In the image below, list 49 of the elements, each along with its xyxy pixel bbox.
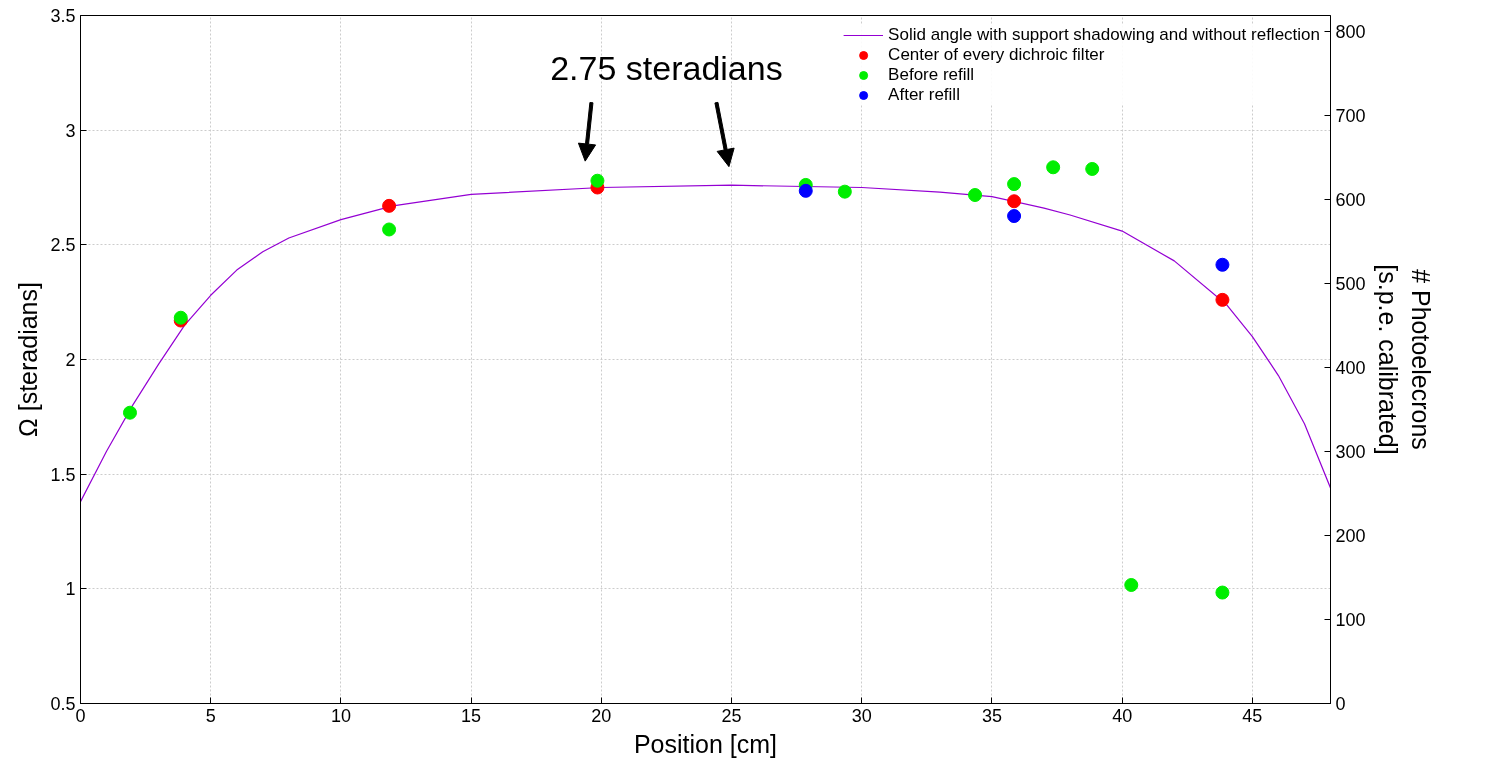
y2-tick-label: 600 [1335,189,1366,210]
legend-label: Solid angle with support shadowing and without reflection [888,25,1320,45]
x-tick-label: 5 [205,705,216,726]
point [1215,257,1230,272]
point [1215,585,1230,600]
y2-tick-label: 800 [1335,21,1366,42]
point [590,173,605,188]
annotation: 2.75 steradians [550,49,783,88]
point [1215,292,1230,307]
x-tick-label: 10 [330,705,351,726]
x-tick-label: 35 [981,705,1002,726]
y-tick-label: 3.5 [50,6,76,26]
point [1007,209,1022,224]
point [798,183,813,198]
legend-label: After refill [888,85,960,105]
y-axis-title: Ω [steradians] [14,282,43,437]
y2-tick-label: 300 [1335,441,1366,462]
y-tick-label: 1 [65,579,76,600]
x-axis-title: Position [cm] [633,729,778,758]
x-tick-label: 45 [1242,705,1263,726]
point [382,222,397,237]
legend-label: Before refill [888,65,975,85]
y2-tick-label: 500 [1335,273,1366,294]
y2-axis-title: # Photoelecrons [s.p.e. calibrated] [1373,264,1436,455]
point [122,405,137,420]
x-tick-label: 0 [75,705,86,726]
x-tick-label: 30 [851,705,872,726]
legend-label: Center of every dichroic filter [888,45,1105,65]
point [1085,161,1100,176]
y-tick-label: 1.5 [50,464,76,485]
y2-tick-label: 100 [1335,609,1366,630]
y-tick-label: 2.5 [50,235,76,256]
point [1046,160,1061,175]
y-tick-label: 3 [65,120,76,141]
y2-tick-label: 700 [1335,105,1366,126]
y-tick-label: 0.5 [50,694,76,714]
y2-tick-label: 200 [1335,525,1366,546]
point [968,188,983,203]
x-tick-label: 20 [591,705,612,726]
point [1007,177,1022,192]
point [382,198,397,213]
x-tick-label: 25 [721,705,742,726]
point [1124,578,1139,592]
x-tick-label: 15 [461,705,482,726]
y2-tick-label: 400 [1335,357,1366,378]
x-tick-label: 40 [1112,705,1133,726]
point [1007,194,1022,209]
point [837,184,852,199]
y-tick-label: 2 [65,350,76,370]
